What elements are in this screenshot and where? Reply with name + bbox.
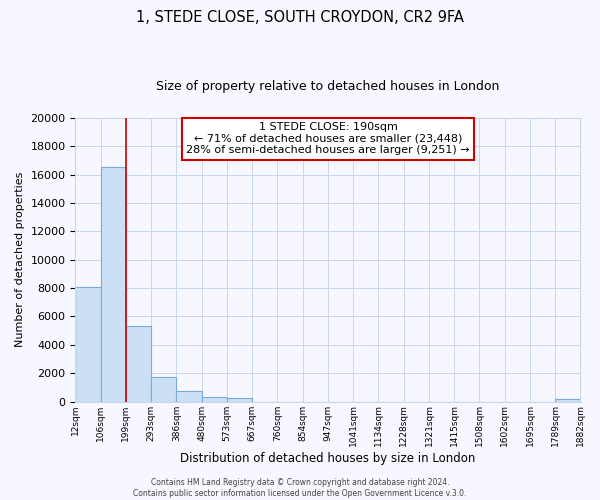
Bar (76, 286, 101, 402)
Text: Contains HM Land Registry data © Crown copyright and database right 2024.
Contai: Contains HM Land Registry data © Crown c… (133, 478, 467, 498)
X-axis label: Distribution of detached houses by size in London: Distribution of detached houses by size … (180, 452, 476, 465)
Title: Size of property relative to detached houses in London: Size of property relative to detached ho… (156, 80, 500, 93)
Bar (126, 326, 151, 402)
Bar (101, 168, 126, 402)
Bar (176, 391, 202, 402)
Text: 1, STEDE CLOSE, SOUTH CROYDON, CR2 9FA: 1, STEDE CLOSE, SOUTH CROYDON, CR2 9FA (136, 10, 464, 25)
Bar (202, 398, 227, 402)
Bar (151, 376, 176, 402)
Text: 1 STEDE CLOSE: 190sqm
← 71% of detached houses are smaller (23,448)
28% of semi-: 1 STEDE CLOSE: 190sqm ← 71% of detached … (186, 122, 470, 155)
Bar (555, 400, 581, 402)
Bar (227, 398, 252, 402)
Y-axis label: Number of detached properties: Number of detached properties (15, 172, 25, 348)
